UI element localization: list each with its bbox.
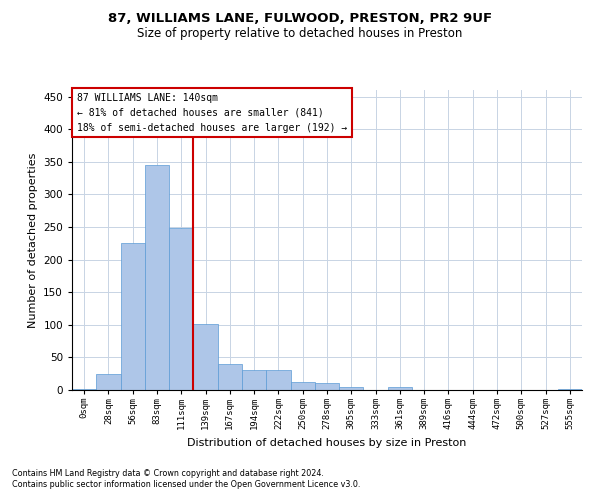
Bar	[72, 388, 96, 390]
Text: Size of property relative to detached houses in Preston: Size of property relative to detached ho…	[137, 28, 463, 40]
Text: 87, WILLIAMS LANE, FULWOOD, PRESTON, PR2 9UF: 87, WILLIAMS LANE, FULWOOD, PRESTON, PR2…	[108, 12, 492, 26]
Bar	[290, 382, 315, 390]
Bar	[242, 370, 266, 390]
Y-axis label: Number of detached properties: Number of detached properties	[28, 152, 38, 328]
Bar	[388, 386, 412, 390]
Text: Contains public sector information licensed under the Open Government Licence v3: Contains public sector information licen…	[12, 480, 361, 489]
Bar	[266, 370, 290, 390]
Bar	[315, 384, 339, 390]
X-axis label: Distribution of detached houses by size in Preston: Distribution of detached houses by size …	[187, 438, 467, 448]
Text: Contains HM Land Registry data © Crown copyright and database right 2024.: Contains HM Land Registry data © Crown c…	[12, 468, 324, 477]
Bar	[121, 244, 145, 390]
Text: 87 WILLIAMS LANE: 140sqm
← 81% of detached houses are smaller (841)
18% of semi-: 87 WILLIAMS LANE: 140sqm ← 81% of detach…	[77, 93, 347, 132]
Bar	[169, 228, 193, 390]
Bar	[145, 165, 169, 390]
Bar	[218, 364, 242, 390]
Bar	[96, 374, 121, 390]
Bar	[339, 386, 364, 390]
Bar	[558, 388, 582, 390]
Bar	[193, 324, 218, 390]
